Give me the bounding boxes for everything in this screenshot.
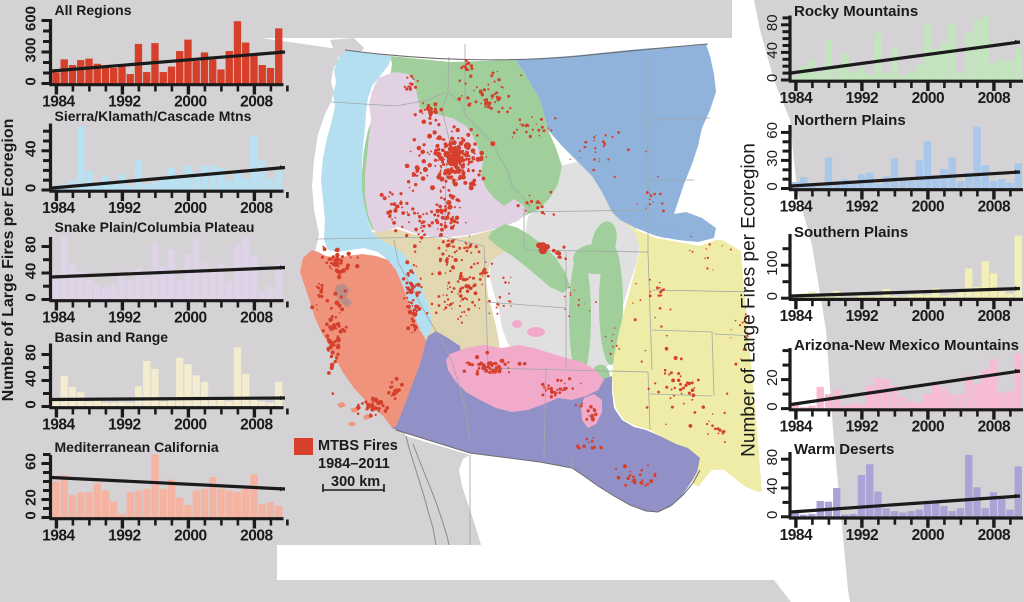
svg-text:2000: 2000: [174, 417, 206, 434]
svg-text:2000: 2000: [912, 308, 944, 325]
svg-text:2008: 2008: [240, 528, 273, 545]
svg-text:0: 0: [23, 400, 40, 408]
svg-text:All Regions: All Regions: [55, 2, 132, 18]
svg-text:0: 0: [764, 292, 781, 300]
svg-text:Mediterranean California: Mediterranean California: [55, 439, 219, 455]
svg-text:40: 40: [23, 140, 40, 157]
svg-text:80: 80: [764, 449, 781, 466]
svg-text:2008: 2008: [978, 419, 1011, 436]
svg-text:2008: 2008: [240, 310, 273, 327]
svg-text:1984: 1984: [42, 310, 75, 327]
svg-text:Sierra/Klamath/Cascade Mtns: Sierra/Klamath/Cascade Mtns: [55, 108, 252, 124]
svg-text:Number of Large Fires per Ecor: Number of Large Fires per Ecoregion: [0, 119, 17, 402]
svg-text:2000: 2000: [174, 200, 206, 217]
svg-text:Number of Large Fires per Ecor: Number of Large Fires per Ecoregion: [739, 143, 760, 457]
svg-text:0: 0: [23, 511, 40, 519]
svg-text:20: 20: [23, 489, 40, 506]
svg-text:1992: 1992: [846, 419, 878, 436]
svg-text:0: 0: [764, 74, 781, 82]
svg-text:1984: 1984: [780, 199, 813, 216]
svg-text:0: 0: [764, 182, 781, 190]
svg-text:0: 0: [764, 511, 781, 519]
svg-text:80: 80: [23, 344, 40, 361]
svg-text:Southern Plains: Southern Plains: [794, 224, 908, 241]
svg-text:Snake Plain/Columbia Plateau: Snake Plain/Columbia Plateau: [55, 219, 255, 235]
svg-text:1992: 1992: [846, 308, 878, 325]
svg-text:2008: 2008: [978, 308, 1011, 325]
svg-text:1984–2011: 1984–2011: [318, 456, 390, 472]
svg-text:2008: 2008: [978, 199, 1011, 216]
svg-text:Rocky Mountains: Rocky Mountains: [794, 3, 918, 20]
svg-text:Basin and Range: Basin and Range: [55, 329, 169, 345]
svg-text:40: 40: [764, 478, 781, 495]
svg-text:1992: 1992: [108, 310, 140, 327]
svg-text:2000: 2000: [912, 199, 944, 216]
svg-text:40: 40: [23, 370, 40, 387]
svg-text:2008: 2008: [978, 90, 1011, 107]
svg-text:1984: 1984: [780, 527, 813, 544]
svg-text:40: 40: [23, 263, 40, 280]
svg-text:0: 0: [764, 402, 781, 410]
svg-text:Northern Plains: Northern Plains: [794, 112, 906, 129]
svg-text:2000: 2000: [174, 94, 206, 111]
svg-text:0: 0: [23, 293, 40, 301]
svg-text:2000: 2000: [912, 90, 944, 107]
svg-text:1992: 1992: [108, 200, 140, 217]
svg-text:1992: 1992: [108, 417, 140, 434]
svg-text:0: 0: [23, 77, 40, 85]
svg-text:600: 600: [23, 6, 40, 31]
svg-text:1984: 1984: [780, 308, 813, 325]
svg-text:2000: 2000: [174, 528, 206, 545]
svg-text:300 km: 300 km: [331, 474, 380, 490]
svg-text:2000: 2000: [912, 527, 944, 544]
svg-text:0: 0: [23, 184, 40, 192]
svg-text:1992: 1992: [846, 90, 878, 107]
svg-text:2000: 2000: [912, 419, 944, 436]
svg-text:80: 80: [764, 14, 781, 31]
svg-text:2008: 2008: [240, 417, 273, 434]
svg-text:1992: 1992: [108, 94, 140, 111]
svg-text:60: 60: [764, 122, 781, 139]
svg-text:1984: 1984: [780, 90, 813, 107]
svg-text:80: 80: [23, 236, 40, 253]
svg-text:2000: 2000: [174, 310, 206, 327]
svg-text:1984: 1984: [42, 417, 75, 434]
svg-text:1992: 1992: [846, 199, 878, 216]
svg-text:1992: 1992: [108, 528, 140, 545]
svg-text:2008: 2008: [978, 527, 1011, 544]
svg-text:60: 60: [23, 453, 40, 470]
svg-text:300: 300: [23, 37, 40, 62]
svg-text:30: 30: [764, 150, 781, 167]
svg-text:1992: 1992: [846, 527, 878, 544]
svg-text:20: 20: [764, 369, 781, 386]
svg-text:1984: 1984: [780, 419, 813, 436]
svg-text:Warm Deserts: Warm Deserts: [794, 441, 894, 458]
svg-text:1984: 1984: [42, 200, 75, 217]
svg-text:2008: 2008: [240, 94, 273, 111]
svg-text:1984: 1984: [42, 94, 75, 111]
svg-text:MTBS Fires: MTBS Fires: [318, 438, 398, 454]
svg-text:2008: 2008: [240, 200, 273, 217]
svg-text:Arizona-New Mexico Mountains: Arizona-New Mexico Mountains: [794, 337, 1019, 354]
svg-text:40: 40: [764, 42, 781, 59]
svg-text:1984: 1984: [42, 528, 75, 545]
svg-text:100: 100: [764, 251, 781, 276]
